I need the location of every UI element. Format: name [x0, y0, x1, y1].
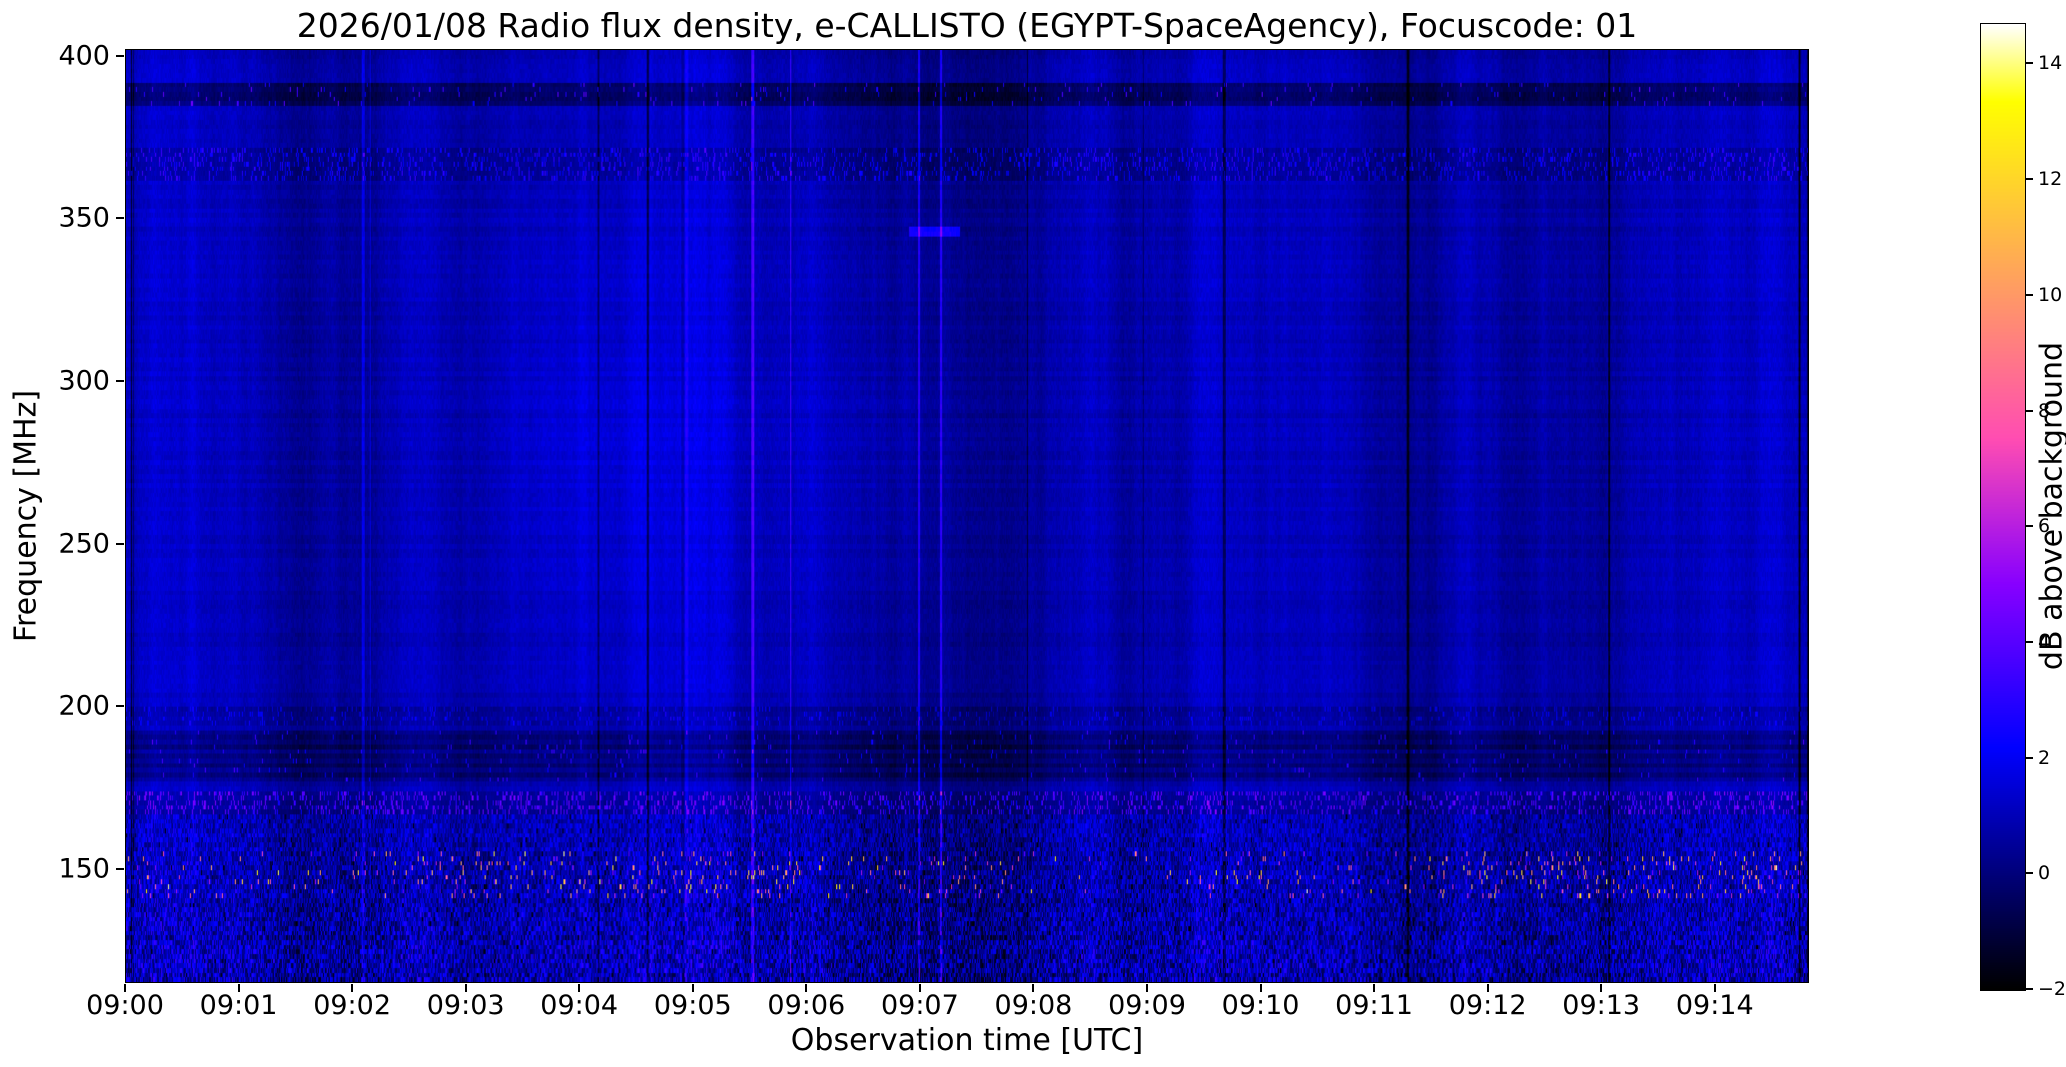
y-axis-label: Frequency [MHz]: [8, 389, 44, 643]
x-tick-mark: [1713, 984, 1716, 992]
colorbar-tick-mark: [2026, 62, 2033, 65]
colorbar-label: dB above background: [2034, 341, 2066, 671]
x-tick-label: 09:03: [426, 990, 505, 1021]
colorbar-tick-label: 12: [2038, 168, 2063, 191]
y-tick-mark: [116, 379, 124, 382]
x-tick-label: 09:00: [86, 990, 164, 1021]
x-tick-mark: [578, 984, 581, 992]
x-tick-mark: [237, 984, 240, 992]
x-tick-label: 09:07: [880, 990, 959, 1021]
x-tick-label: 09:14: [1675, 990, 1754, 1021]
x-tick-label: 09:10: [1221, 990, 1300, 1021]
y-tick-mark: [116, 54, 124, 57]
x-tick-label: 09:11: [1335, 990, 1413, 1021]
y-tick-label: 150: [58, 853, 110, 885]
x-tick-mark: [805, 984, 808, 992]
colorbar-tick-label: −2: [2038, 978, 2066, 1000]
x-tick-mark: [351, 984, 354, 992]
colorbar-tick-mark: [2026, 525, 2033, 528]
colorbar-tick-label: 0: [2038, 862, 2051, 885]
x-axis-label: Observation time [UTC]: [790, 1023, 1144, 1058]
colorbar-tick-mark: [2026, 178, 2033, 181]
colorbar-tick-mark: [2026, 756, 2033, 759]
x-tick-mark: [1145, 984, 1148, 992]
x-tick-label: 09:04: [540, 990, 619, 1021]
y-tick-mark: [116, 868, 124, 871]
y-tick-mark: [116, 542, 124, 545]
colorbar-tick-mark: [2026, 409, 2033, 412]
y-tick-mark: [116, 705, 124, 708]
x-tick-mark: [691, 984, 694, 992]
x-tick-label: 09:13: [1562, 990, 1641, 1021]
colorbar-tick-mark: [2026, 872, 2033, 875]
y-tick-mark: [116, 217, 124, 220]
x-tick-mark: [1600, 984, 1603, 992]
x-tick-mark: [1373, 984, 1376, 992]
colorbar-tick-mark: [2026, 988, 2033, 990]
x-tick-mark: [464, 984, 467, 992]
x-tick-mark: [918, 984, 921, 992]
colorbar-tick-label: 2: [2038, 746, 2051, 769]
colorbar: [1980, 23, 2026, 991]
colorbar-tick-mark: [2026, 640, 2033, 643]
x-tick-mark: [124, 984, 126, 992]
plot-area: [125, 49, 1809, 983]
y-tick-label: 400: [58, 40, 110, 71]
x-tick-mark: [1486, 984, 1489, 992]
colorbar-tick-mark: [2026, 293, 2033, 296]
y-tick-label: 200: [58, 690, 110, 722]
spectrogram-heatmap: [126, 50, 1808, 982]
x-tick-label: 09:06: [767, 990, 846, 1021]
x-tick-label: 09:01: [199, 990, 278, 1021]
colorbar-gradient: [1981, 24, 2025, 990]
chart-title: 2026/01/08 Radio flux density, e-CALLIST…: [296, 6, 1638, 45]
colorbar-tick-label: 10: [2038, 283, 2063, 306]
x-tick-mark: [1259, 984, 1262, 992]
x-tick-label: 09:12: [1448, 990, 1527, 1021]
x-tick-mark: [1032, 984, 1035, 992]
y-tick-label: 350: [58, 202, 110, 234]
x-tick-label: 09:09: [1108, 990, 1186, 1021]
x-tick-label: 09:05: [653, 990, 732, 1021]
colorbar-tick-label: 14: [2038, 52, 2063, 75]
x-tick-label: 09:08: [994, 990, 1073, 1021]
x-tick-label: 09:02: [313, 990, 391, 1021]
